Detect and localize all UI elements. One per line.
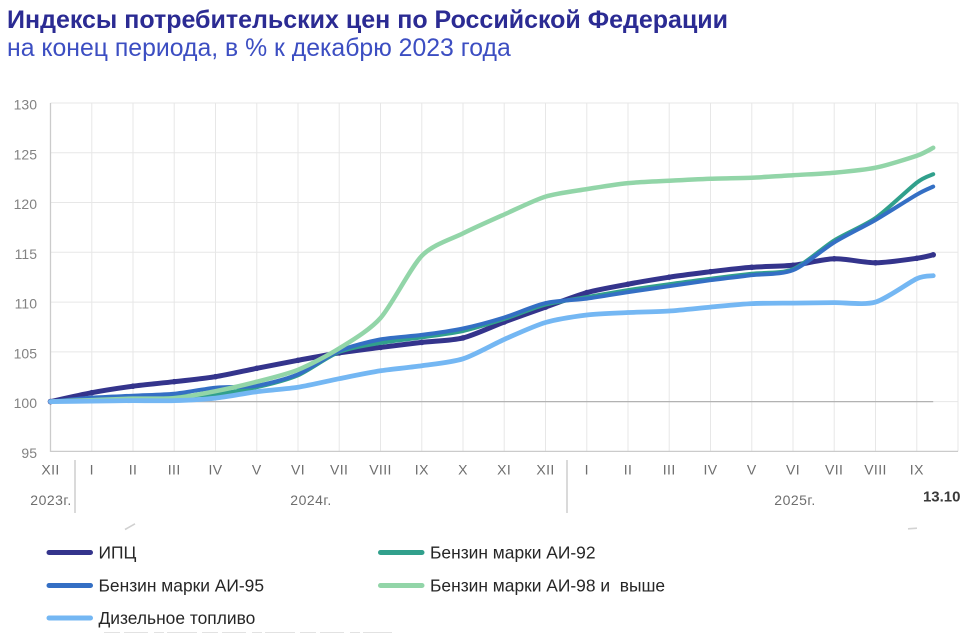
svg-text:Дизельное топливо: Дизельное топливо <box>99 608 256 628</box>
svg-text:XII: XII <box>536 462 554 478</box>
svg-text:I: I <box>585 462 589 478</box>
svg-text:XII: XII <box>41 462 59 478</box>
svg-text:VII: VII <box>330 462 348 478</box>
svg-text:Бензин марки АИ-95: Бензин марки АИ-95 <box>99 575 265 595</box>
svg-text:VI: VI <box>786 462 800 478</box>
svg-text:II: II <box>129 462 138 478</box>
svg-text:2023г.: 2023г. <box>30 492 71 508</box>
svg-text:III: III <box>168 462 181 478</box>
svg-text:IX: IX <box>910 462 924 478</box>
svg-text:100: 100 <box>14 395 38 411</box>
svg-text:110: 110 <box>15 296 38 312</box>
svg-text:105: 105 <box>14 345 38 361</box>
svg-text:V: V <box>252 462 262 478</box>
svg-text:Бензин марки АИ-92: Бензин марки АИ-92 <box>430 542 596 562</box>
svg-text:IV: IV <box>703 462 717 478</box>
svg-text:IX: IX <box>415 462 429 478</box>
svg-text:X: X <box>458 462 468 478</box>
svg-text:Бензин марки АИ-98 и выше: Бензин марки АИ-98 и выше <box>430 575 665 595</box>
svg-text:2025г.: 2025г. <box>774 492 815 508</box>
svg-text:III: III <box>663 462 676 478</box>
svg-text:125: 125 <box>14 146 38 162</box>
svg-text:II: II <box>624 462 633 478</box>
svg-text:I: I <box>90 462 94 478</box>
svg-text:95: 95 <box>21 445 37 461</box>
svg-text:115: 115 <box>15 246 38 262</box>
svg-text:VI: VI <box>291 462 305 478</box>
svg-text:13.10: 13.10 <box>923 489 961 506</box>
svg-text:VII: VII <box>825 462 843 478</box>
svg-text:XI: XI <box>497 462 511 478</box>
svg-text:VIII: VIII <box>369 462 392 478</box>
svg-text:ИПЦ: ИПЦ <box>99 542 137 562</box>
svg-text:2024г.: 2024г. <box>290 492 331 508</box>
svg-text:130: 130 <box>14 97 38 113</box>
svg-text:IV: IV <box>208 462 222 478</box>
svg-text:VIII: VIII <box>864 462 887 478</box>
svg-text:V: V <box>747 462 757 478</box>
svg-text:120: 120 <box>14 196 38 212</box>
